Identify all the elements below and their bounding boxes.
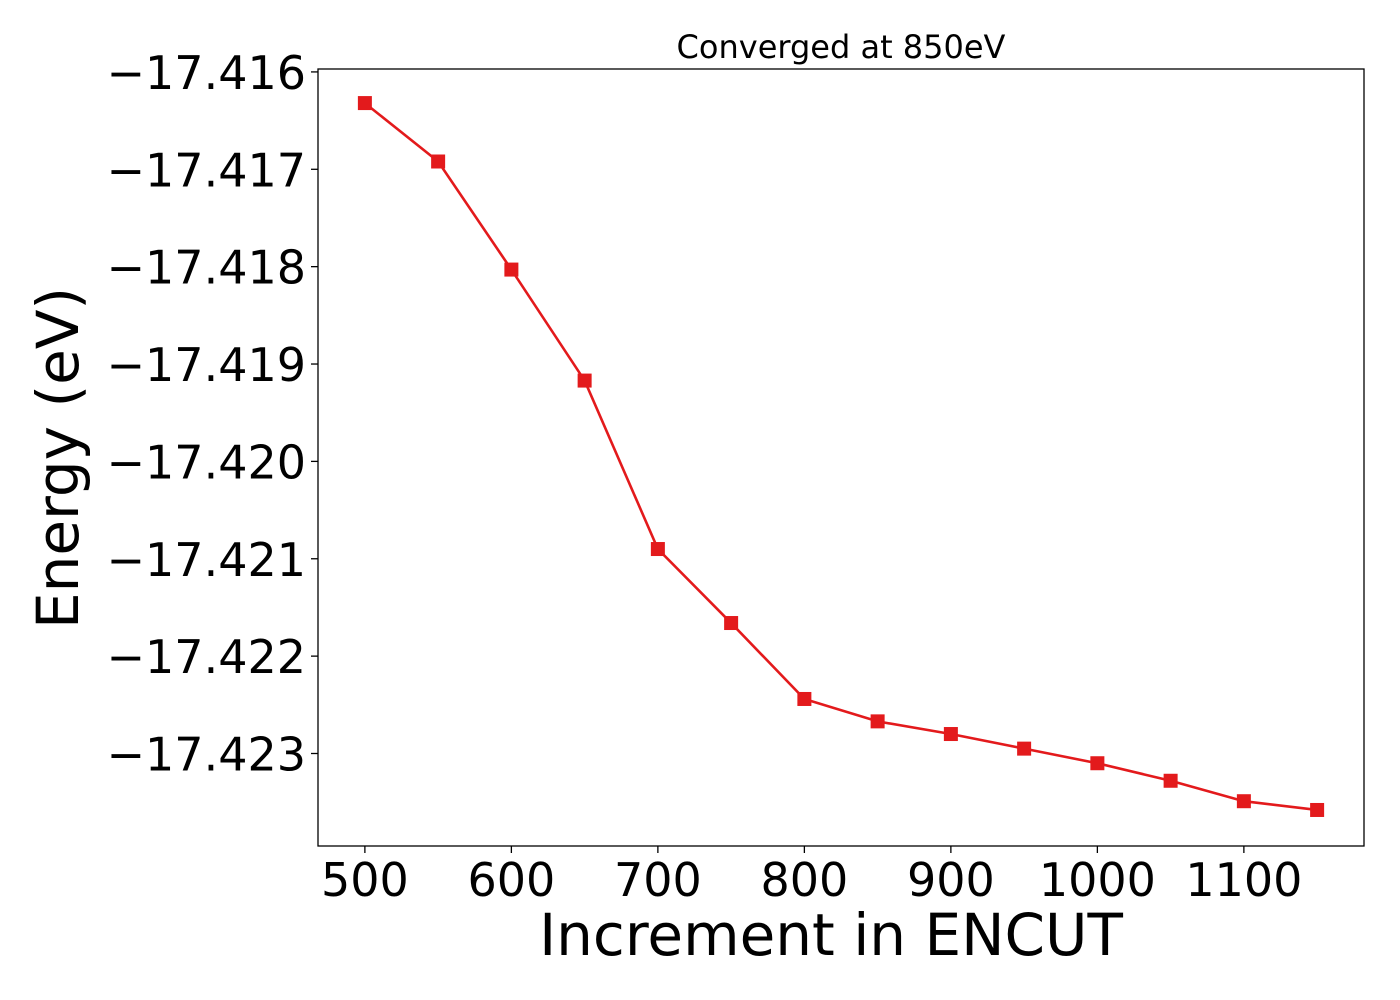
y-axis-ticks: −17.416 −17.417 −17.418 −17.419 −17.420 −17.4… [107, 46, 318, 782]
data-point [1017, 741, 1032, 756]
y-tick-label: −17.418 [107, 241, 307, 295]
x-tick-label: 600 [467, 853, 555, 907]
x-tick-label: 700 [614, 853, 702, 907]
x-tick-label: 1000 [1039, 853, 1156, 907]
data-point [1310, 802, 1325, 817]
data-point [357, 96, 372, 111]
data-point [577, 373, 592, 388]
chart-title: Converged at 850eV [677, 28, 1006, 66]
series-line [364, 102, 1318, 812]
data-point [1236, 794, 1251, 809]
x-tick-label: 1100 [1185, 853, 1302, 907]
x-axis-ticks: 500 600 700 800 900 1000 1100 [321, 846, 1302, 907]
series-layer [357, 96, 1325, 817]
y-tick-label: −17.421 [107, 533, 307, 587]
x-tick-label: 500 [321, 853, 409, 907]
data-point [797, 691, 812, 706]
y-tick-label: −17.417 [107, 143, 307, 197]
data-point [650, 542, 665, 557]
y-tick-label: −17.422 [107, 630, 307, 684]
data-point [1090, 756, 1105, 771]
data-point [431, 154, 446, 169]
data-point [943, 727, 958, 742]
data-point [724, 616, 739, 631]
y-axis-label: Energy (eV) [24, 287, 92, 629]
x-tick-label: 900 [907, 853, 995, 907]
y-tick-label: −17.423 [107, 728, 307, 782]
data-point [504, 262, 519, 277]
data-point [870, 714, 885, 729]
x-axis-label: Increment in ENCUT [539, 901, 1123, 969]
plot-area [317, 68, 1365, 847]
y-tick-label: −17.416 [107, 46, 307, 100]
data-point [1163, 773, 1178, 788]
y-tick-label: −17.420 [107, 435, 307, 489]
y-tick-label: −17.419 [107, 338, 307, 392]
x-tick-label: 800 [760, 853, 848, 907]
